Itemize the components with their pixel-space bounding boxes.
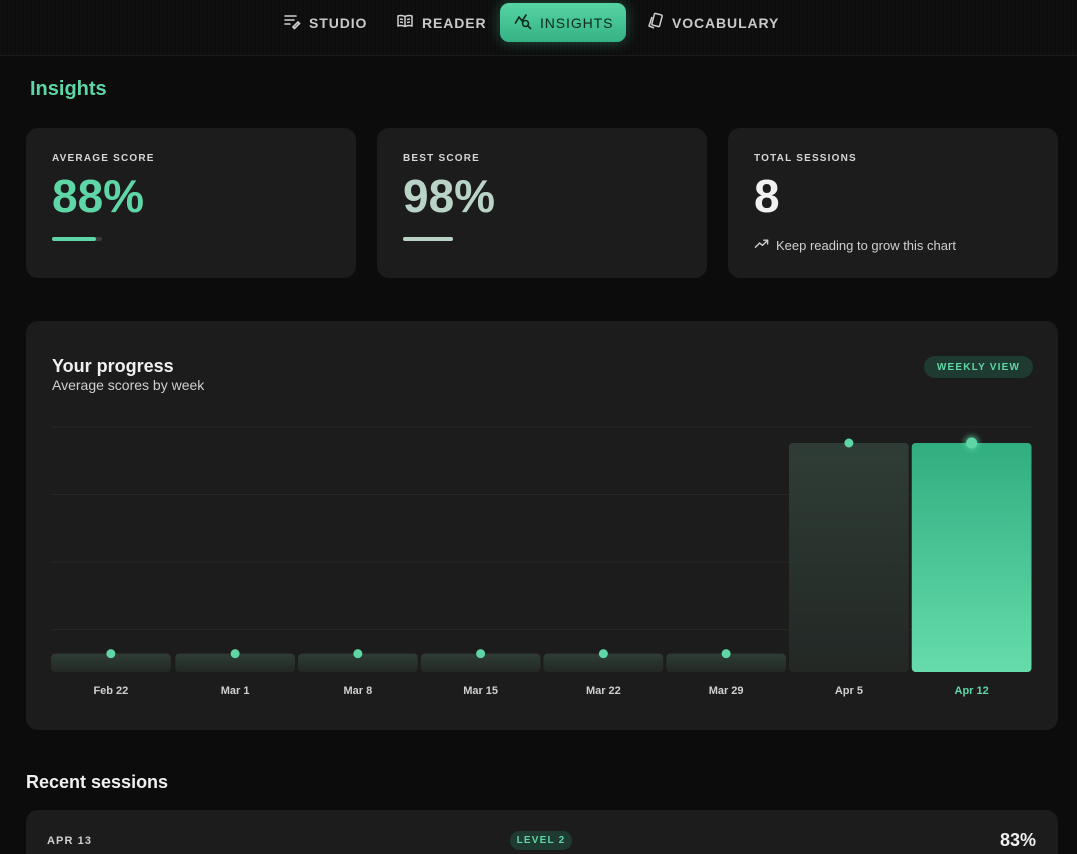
chart-bar-mar-15[interactable] <box>420 653 541 672</box>
chart-point-mar-15 <box>476 649 486 659</box>
average-score-bar-fill <box>52 237 96 241</box>
chart-subtitle: Average scores by week <box>52 377 205 393</box>
sessions-note: Keep reading to grow this chart <box>754 236 956 254</box>
best-score-bar <box>403 237 453 241</box>
chart-bar-apr-5[interactable] <box>789 443 909 672</box>
x-tick-label: Apr 5 <box>835 685 863 697</box>
chart-title: Your progress <box>52 356 174 376</box>
nav-tab-insights-label: INSIGHTS <box>540 14 614 31</box>
chart-point-feb-22 <box>106 649 116 659</box>
x-tick-label: Mar 1 <box>221 685 250 697</box>
chart-bar-apr-12[interactable] <box>911 443 1032 672</box>
total-sessions-value: 8 <box>754 170 780 222</box>
session-date: APR 13 <box>47 835 93 847</box>
chart-bar-mar-29[interactable] <box>666 653 786 672</box>
nav-tab-insights[interactable]: INSIGHTS <box>500 3 626 42</box>
chart-point-mar-8 <box>353 649 363 659</box>
nav-tab-studio-label: STUDIO <box>309 14 368 31</box>
best-score-value: 98% <box>403 170 496 222</box>
x-tick-label: Mar 15 <box>463 685 498 697</box>
nav-tab-reader[interactable]: READER <box>382 3 501 42</box>
chart-point-mar-29 <box>721 649 731 659</box>
edit-lines-icon <box>283 12 301 33</box>
total-sessions-card: TOTAL SESSIONS 8 Keep reading to grow th… <box>728 128 1058 278</box>
best-score-bar-fill <box>403 237 453 241</box>
x-tick-label: Apr 12 <box>955 685 989 697</box>
top-navigation: STUDIO READER INSIGHTS <box>0 0 1077 56</box>
best-score-card: BEST SCORE 98% <box>377 128 707 278</box>
x-tick-label: Feb 22 <box>93 685 128 697</box>
nav-tab-studio[interactable]: STUDIO <box>269 3 381 42</box>
nav-tab-vocabulary[interactable]: VOCABULARY <box>632 3 793 42</box>
average-score-label: AVERAGE SCORE <box>52 153 155 164</box>
x-tick-label: Mar 29 <box>709 685 744 697</box>
average-score-bar <box>52 237 102 241</box>
chart-point-mar-22 <box>598 649 608 659</box>
nav-tab-vocabulary-label: VOCABULARY <box>672 14 780 31</box>
cards-icon <box>646 12 664 33</box>
average-score-card: AVERAGE SCORE 88% <box>26 128 356 278</box>
chart-point-mar-1 <box>230 649 240 659</box>
trending-up-icon <box>754 236 769 254</box>
sessions-note-text: Keep reading to grow this chart <box>776 237 956 253</box>
best-score-label: BEST SCORE <box>403 153 481 164</box>
x-tick-label: Mar 8 <box>344 685 373 697</box>
session-score: 83% <box>999 830 1036 850</box>
chart-bar-mar-8[interactable] <box>298 653 418 672</box>
chart-point-apr-5 <box>844 438 854 448</box>
session-row[interactable]: APR 13 LEVEL 2 83% <box>26 810 1058 854</box>
open-book-icon <box>396 12 414 33</box>
progress-bar-chart: Feb 22 Mar 1 Mar 8 Mar 15 Mar 22 Mar 29 Apr 5 A… <box>51 426 1033 697</box>
page-title: Insights <box>30 78 107 100</box>
chart-search-icon <box>514 12 532 33</box>
total-sessions-label: TOTAL SESSIONS <box>754 153 857 164</box>
session-level-badge: LEVEL 2 <box>510 831 572 850</box>
nav-tab-reader-label: READER <box>422 14 487 31</box>
recent-sessions-title: Recent sessions <box>26 772 169 792</box>
weekly-view-button[interactable]: WEEKLY VIEW <box>924 356 1033 378</box>
chart-point-apr-12 <box>966 437 978 449</box>
chart-bar-feb-22[interactable] <box>51 653 171 672</box>
chart-bar-mar-1[interactable] <box>175 653 295 672</box>
chart-bar-mar-22[interactable] <box>543 653 664 672</box>
progress-chart-card: Your progress Average scores by week WEE… <box>26 321 1058 730</box>
x-tick-label: Mar 22 <box>586 685 621 697</box>
average-score-value: 88% <box>52 170 145 222</box>
